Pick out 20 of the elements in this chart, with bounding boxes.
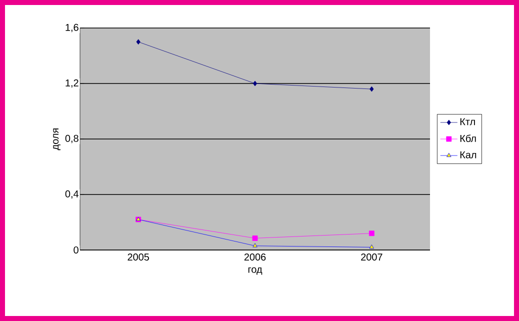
point bbox=[136, 39, 140, 45]
y-tick-label: 0 bbox=[74, 246, 78, 254]
point bbox=[252, 243, 258, 248]
point bbox=[368, 230, 374, 236]
legend-label: Ктл bbox=[460, 118, 475, 126]
point bbox=[252, 80, 258, 86]
y-tick-label: 0,4 bbox=[65, 190, 79, 199]
y-tick-label: 0,8 bbox=[65, 134, 78, 144]
point bbox=[370, 86, 374, 92]
point bbox=[252, 236, 258, 241]
point bbox=[369, 244, 374, 249]
legend-label: Кал bbox=[460, 151, 476, 158]
x-tick-label: 2005 bbox=[128, 254, 149, 261]
legend-label: Кбл bbox=[460, 134, 476, 142]
y-axis-title: доля bbox=[53, 128, 60, 150]
y-tick-label: 1,2 bbox=[66, 79, 78, 88]
x-tick-label: 2006 bbox=[244, 254, 266, 261]
x-axis-title: год bbox=[248, 267, 262, 275]
y-tick-label: 1,6 bbox=[66, 24, 78, 32]
x-tick-label: 2007 bbox=[361, 254, 382, 261]
